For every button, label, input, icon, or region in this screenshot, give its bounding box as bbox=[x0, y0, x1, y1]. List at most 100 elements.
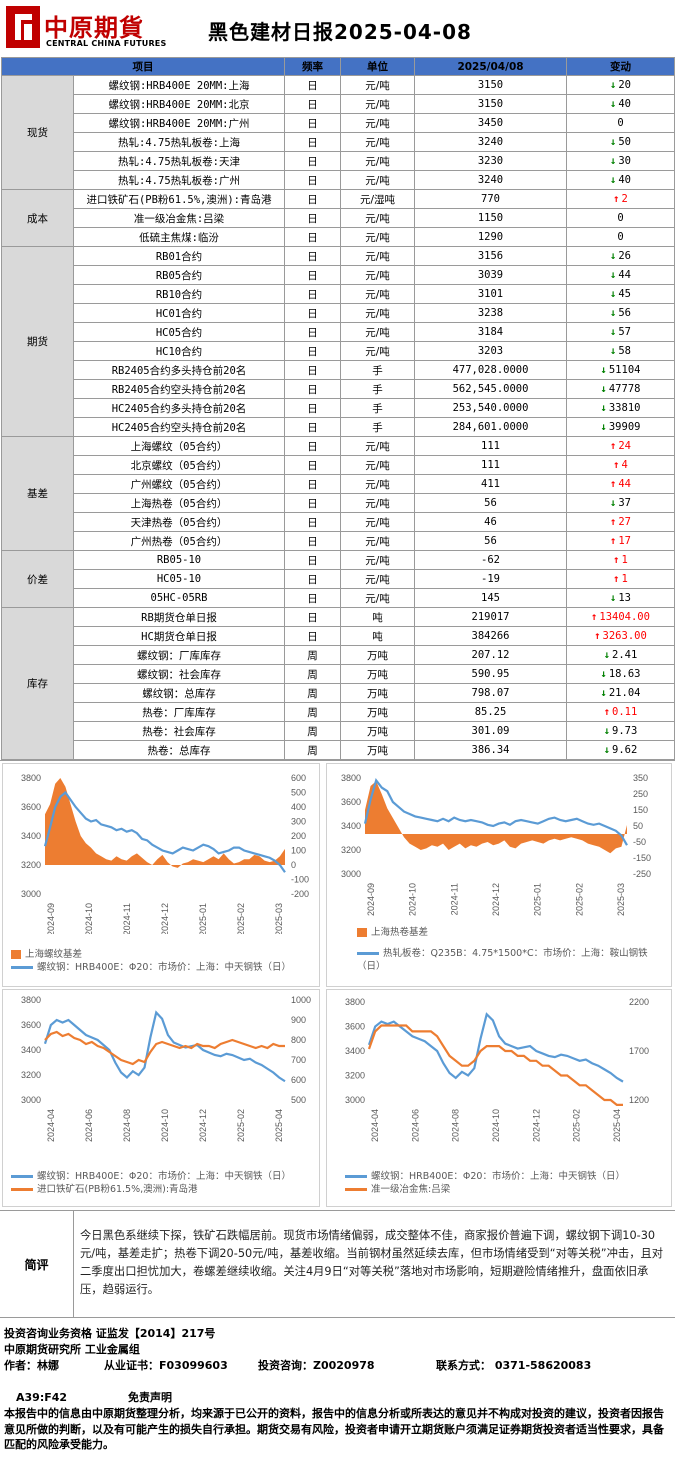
legend-swatch bbox=[11, 1175, 33, 1178]
table-row: HC期货仓单日报日吨 384266 ↑ 3263.00 bbox=[2, 626, 675, 646]
unit-cell: 元/吨 bbox=[340, 588, 415, 608]
disclaimer: A39:F42 免责声明 本报告中的信息由中原期货整理分析，均来源于已公开的资料… bbox=[4, 1390, 672, 1453]
arrow-down-icon: ↓ bbox=[610, 155, 617, 167]
chart-rebar-vs-coke-plot: 3800 3600 3400 3200 3000 2200 1700 1200 2024-04 2… bbox=[345, 997, 649, 1142]
value-cell: -62 bbox=[414, 550, 567, 570]
value-cell: 3238 bbox=[414, 303, 567, 323]
frequency-cell: 日 bbox=[284, 626, 341, 646]
legend-label: 上海热卷基差 bbox=[371, 927, 429, 938]
y2-tick-label: -200 bbox=[291, 889, 309, 899]
item-cell: RB01合约 bbox=[73, 246, 285, 266]
change-cell: ↓ 51104 bbox=[566, 360, 675, 380]
item-cell: HC2405合约空头持仓前20名 bbox=[73, 417, 285, 437]
change-value: 2.41 bbox=[612, 649, 638, 661]
table-row: 螺纹钢：厂库库存周万吨 207.12 ↓ 2.41 bbox=[2, 645, 675, 665]
arrow-down-icon: ↓ bbox=[600, 364, 607, 376]
unit-cell: 元/吨 bbox=[340, 341, 415, 361]
y2-tick-label: 500 bbox=[291, 1095, 306, 1105]
change-value: 18.63 bbox=[608, 668, 641, 680]
value-cell: 384266 bbox=[414, 626, 567, 646]
y-tick-label: 3200 bbox=[21, 860, 41, 870]
item-cell: 热轧:4.75热轧板卷:天津 bbox=[73, 151, 285, 171]
arrow-up-icon: ↑ bbox=[591, 611, 598, 623]
x-tick-label: 2025-01 bbox=[533, 883, 543, 916]
item-cell: 热卷：厂库库存 bbox=[73, 702, 285, 722]
disclaimer-heading-row: A39:F42 免责声明 bbox=[4, 1390, 672, 1406]
footer: 投资咨询业务资格 证监发【2014】217号 中原期货研究所 工业金属组 作者：… bbox=[4, 1326, 672, 1374]
y-tick-label: 3400 bbox=[21, 1045, 41, 1055]
table-row: 螺纹钢:HRB400E 20MM:北京日元/吨 3150 ↓ 40 bbox=[2, 94, 675, 114]
unit-cell: 万吨 bbox=[340, 683, 415, 703]
arrow-up-icon: ↑ bbox=[594, 630, 601, 642]
value-cell: 1290 bbox=[414, 227, 567, 247]
value-cell: 85.25 bbox=[414, 702, 567, 722]
change-value: 50 bbox=[618, 136, 631, 148]
x-tick-label: 2024-11 bbox=[122, 903, 132, 934]
change-cell: ↓ 9.62 bbox=[566, 740, 675, 760]
arrow-up-icon: ↑ bbox=[610, 516, 617, 528]
disclaimer-text: 本报告中的信息由中原期货整理分析，均来源于已公开的资料，报告中的信息分析或所表达… bbox=[4, 1407, 664, 1451]
frequency-cell: 日 bbox=[284, 303, 341, 323]
y2-tick-label: 350 bbox=[633, 773, 648, 783]
chart-rebar-vs-iron-ore: 3800 3600 3400 3200 3000 1000 900 800 700 600 500 2… bbox=[2, 989, 320, 1207]
item-cell: HC期货仓单日报 bbox=[73, 626, 285, 646]
change-cell: ↓ 30 bbox=[566, 151, 675, 171]
item-cell: RB05-10 bbox=[73, 550, 285, 570]
arrow-down-icon: ↓ bbox=[610, 307, 617, 319]
legend-entry: 进口铁矿石(PB粉61.5%,澳洲):青岛港 bbox=[11, 1183, 316, 1196]
y2-tick-label: -50 bbox=[633, 837, 646, 847]
unit-cell: 元/吨 bbox=[340, 436, 415, 456]
table-row: 价差 RB05-10 日元/吨 -62 ↑ 1 bbox=[1, 550, 675, 608]
frequency-cell: 日 bbox=[284, 341, 341, 361]
value-cell: 145 bbox=[414, 588, 567, 608]
unit-cell: 元/吨 bbox=[340, 170, 415, 190]
change-cell: ↑ 2 bbox=[566, 189, 675, 209]
change-value: 40 bbox=[618, 174, 631, 186]
arrow-down-icon: ↓ bbox=[610, 592, 617, 604]
column-header-date: 2025/04/08 bbox=[414, 57, 567, 76]
item-cell: 螺纹钢:HRB400E 20MM:广州 bbox=[73, 113, 285, 133]
frequency-cell: 日 bbox=[284, 113, 341, 133]
arrow-down-icon: ↓ bbox=[610, 497, 617, 509]
y2-tick-label: 2200 bbox=[629, 997, 649, 1007]
unit-cell: 元/吨 bbox=[340, 512, 415, 532]
legend-entry: 上海螺纹基差 bbox=[11, 948, 316, 961]
change-value: 24 bbox=[618, 440, 631, 452]
value-cell: 3150 bbox=[414, 94, 567, 114]
footer-consult: 投资咨询：Z0020978 bbox=[258, 1359, 375, 1372]
unit-cell: 元/吨 bbox=[340, 474, 415, 494]
unit-cell: 吨 bbox=[340, 607, 415, 627]
arrow-up-icon: ↑ bbox=[610, 535, 617, 547]
frequency-cell: 日 bbox=[284, 607, 341, 627]
x-tick-label: 2024-12 bbox=[160, 903, 170, 934]
y-tick-label: 3000 bbox=[21, 1095, 41, 1105]
legend-label: 准一级冶金焦:吕梁 bbox=[371, 1184, 451, 1195]
change-value: 33810 bbox=[608, 402, 641, 414]
change-cell: 0 bbox=[566, 208, 675, 228]
company-logo-text: 中原期貨 bbox=[44, 13, 144, 42]
frequency-cell: 日 bbox=[284, 208, 341, 228]
y2-tick-label: 600 bbox=[291, 773, 306, 783]
value-cell: 3240 bbox=[414, 170, 567, 190]
y2-tick-label: 300 bbox=[291, 817, 306, 827]
legend-label: 上海螺纹基差 bbox=[25, 949, 83, 960]
y2-tick-label: 200 bbox=[291, 831, 306, 841]
y2-tick-label: 800 bbox=[291, 1035, 306, 1045]
frequency-cell: 日 bbox=[284, 265, 341, 285]
value-cell: 411 bbox=[414, 474, 567, 494]
change-cell: ↓ 40 bbox=[566, 170, 675, 190]
change-value: 3263.00 bbox=[602, 630, 647, 642]
x-tick-label: 2024-10 bbox=[160, 1109, 170, 1142]
unit-cell: 手 bbox=[340, 360, 415, 380]
y2-tick-label: 250 bbox=[633, 789, 648, 799]
change-cell: ↓ 40 bbox=[566, 94, 675, 114]
arrow-up-icon: ↑ bbox=[610, 440, 617, 452]
chart-sh-hrc-basis: 3800 3600 3400 3200 3000 350 250 150 50 -50 -150 -2… bbox=[326, 763, 672, 987]
frequency-cell: 日 bbox=[284, 455, 341, 475]
change-value: 0 bbox=[617, 117, 624, 129]
unit-cell: 元/吨 bbox=[340, 550, 415, 570]
value-cell: 3450 bbox=[414, 113, 567, 133]
unit-cell: 元/吨 bbox=[340, 208, 415, 228]
change-cell: ↓ 33810 bbox=[566, 398, 675, 418]
x-tick-label: 2025-03 bbox=[274, 903, 284, 934]
